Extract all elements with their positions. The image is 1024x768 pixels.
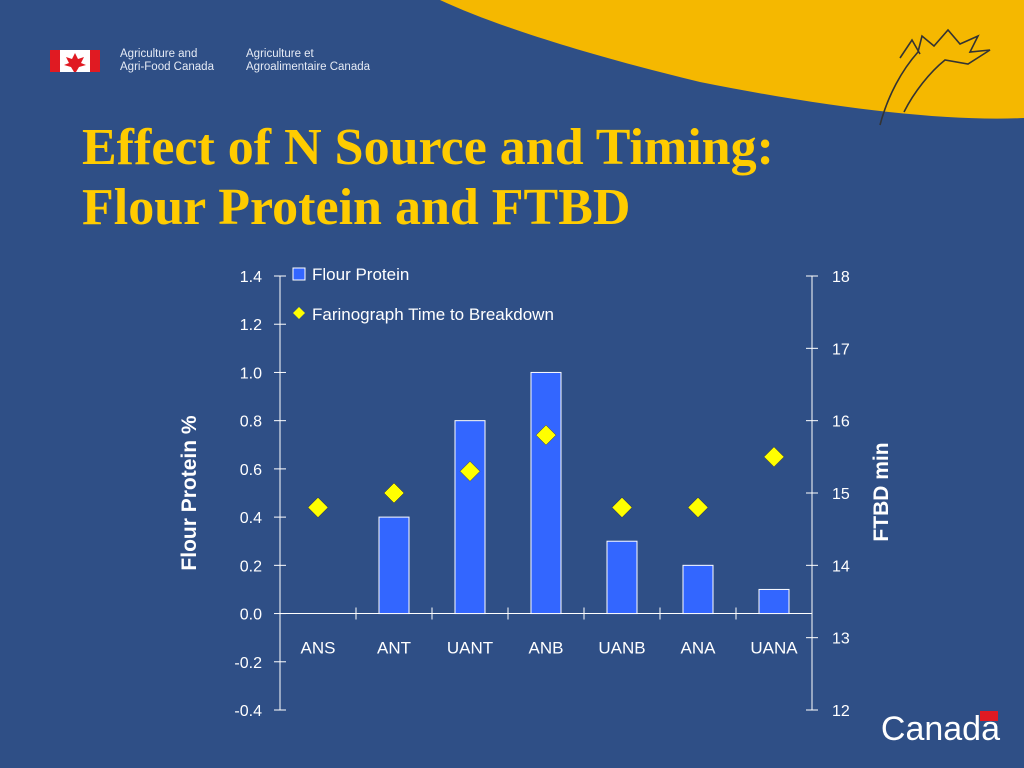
flour-protein-bar: [378, 516, 410, 615]
right-y-tick-label: 15: [832, 486, 850, 503]
maple-leaf-sketch-icon: [879, 28, 991, 126]
left-y-tick-label: 1.4: [240, 269, 262, 286]
org-en-line-1: Agriculture and: [120, 48, 198, 60]
canada-wordmark: Canada: [881, 710, 1000, 748]
left-y-tick-label: 0.8: [240, 414, 262, 431]
flour-protein-bar: [454, 420, 486, 615]
combo-chart: 1.4 1.2 1.0 0.8 0.6 0.4 0.2 0.0 -0.2 -0.4 18 17 16 15…: [178, 265, 893, 720]
left-y-tick-label: 1.0: [240, 365, 262, 382]
x-category-label: ANT: [377, 639, 411, 658]
x-category-label: UANA: [750, 639, 798, 658]
ftbd-point: [535, 424, 557, 446]
left-y-tick-label: 0.4: [240, 510, 262, 527]
wordmark-flag-icon: [980, 711, 998, 721]
ftbd-point: [459, 460, 481, 482]
right-y-tick-label: 16: [832, 414, 850, 431]
flour-protein-bar: [682, 564, 714, 615]
title-line-2: Flour Protein and FTBD: [82, 179, 631, 236]
legend-bar-swatch: [292, 267, 306, 281]
x-category-label: UANB: [598, 639, 645, 658]
canada-flag-icon: [50, 50, 100, 72]
org-fr-line-1: Agriculture et: [246, 48, 314, 60]
left-y-tick-label: 0.2: [240, 558, 262, 575]
ftbd-point: [611, 497, 633, 518]
flour-protein-bar: [530, 371, 562, 615]
legend-label-flour-protein: Flour Protein: [312, 265, 409, 284]
ftbd-point: [687, 497, 709, 518]
left-y-tick-label: 1.2: [240, 317, 262, 334]
legend-diamond-swatch: [293, 307, 305, 319]
yellow-swoosh: [440, 0, 1024, 119]
right-y-tick-label: 18: [832, 269, 850, 286]
org-fr-line-2: Agroalimentaire Canada: [246, 61, 371, 73]
x-category-label: ANS: [301, 639, 336, 658]
org-name-english: Agriculture and Agri-Food Canada: [120, 48, 214, 74]
right-y-tick-label: 13: [832, 631, 850, 648]
x-category-label: UANT: [447, 639, 493, 658]
ftbd-point: [383, 482, 405, 504]
legend-label-ftbd: Farinograph Time to Breakdown: [312, 305, 554, 324]
title-line-1: Effect of N Source and Timing:: [82, 119, 774, 176]
ftbd-point: [763, 446, 785, 468]
left-y-tick-label: -0.2: [234, 655, 262, 672]
right-y-tick-label: 14: [832, 558, 850, 575]
ftbd-point: [307, 497, 329, 518]
left-y-axis-title: Flour Protein %: [178, 415, 201, 571]
org-name-french: Agriculture et Agroalimentaire Canada: [246, 48, 370, 74]
flour-protein-bar: [758, 588, 790, 615]
slide-title: Effect of N Source and Timing: Flour Pro…: [82, 118, 774, 238]
right-y-tick-label: 17: [832, 341, 850, 358]
left-y-tick-label: 0.6: [240, 462, 262, 479]
x-category-label: ANA: [681, 639, 717, 658]
flour-protein-bar: [606, 540, 638, 615]
left-y-tick-label: 0.0: [240, 607, 262, 624]
left-y-tick-label: -0.4: [234, 703, 262, 720]
right-y-tick-label: 12: [832, 703, 850, 720]
x-category-label: ANB: [529, 639, 564, 658]
right-y-axis-title: FTBD min: [870, 442, 893, 541]
org-en-line-2: Agri-Food Canada: [120, 61, 214, 73]
